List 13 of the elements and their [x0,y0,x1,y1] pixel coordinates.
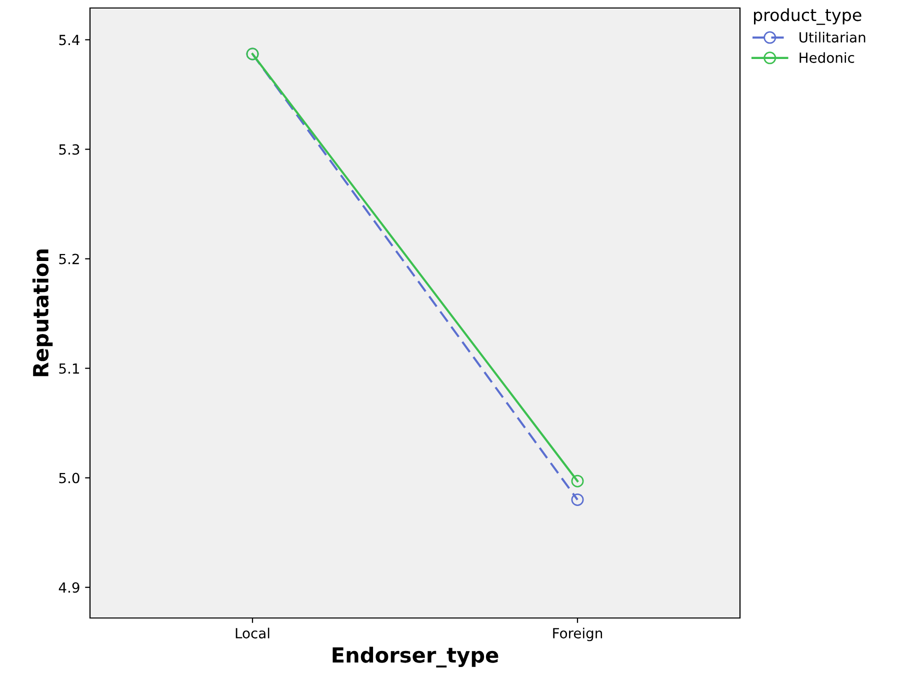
y-axis-title: Reputation [32,250,53,376]
x-tick-label: Foreign [553,628,602,642]
y-tick-label: 5.0 [59,472,80,484]
legend-label: Utilitarian [800,32,866,43]
y-tick-label: 4.9 [58,582,80,593]
y-tick-label: 5.4 [59,34,80,46]
y-tick-label: 5.1 [59,363,79,374]
legend-title: product_type [754,8,862,25]
x-tick-label: Local [236,628,270,638]
x-axis-title: Endorser_type [332,646,498,668]
y-tick-label: 5.3 [59,144,80,155]
y-tick-label: 5.2 [59,254,79,264]
legend-label: Hedonic [800,52,854,63]
